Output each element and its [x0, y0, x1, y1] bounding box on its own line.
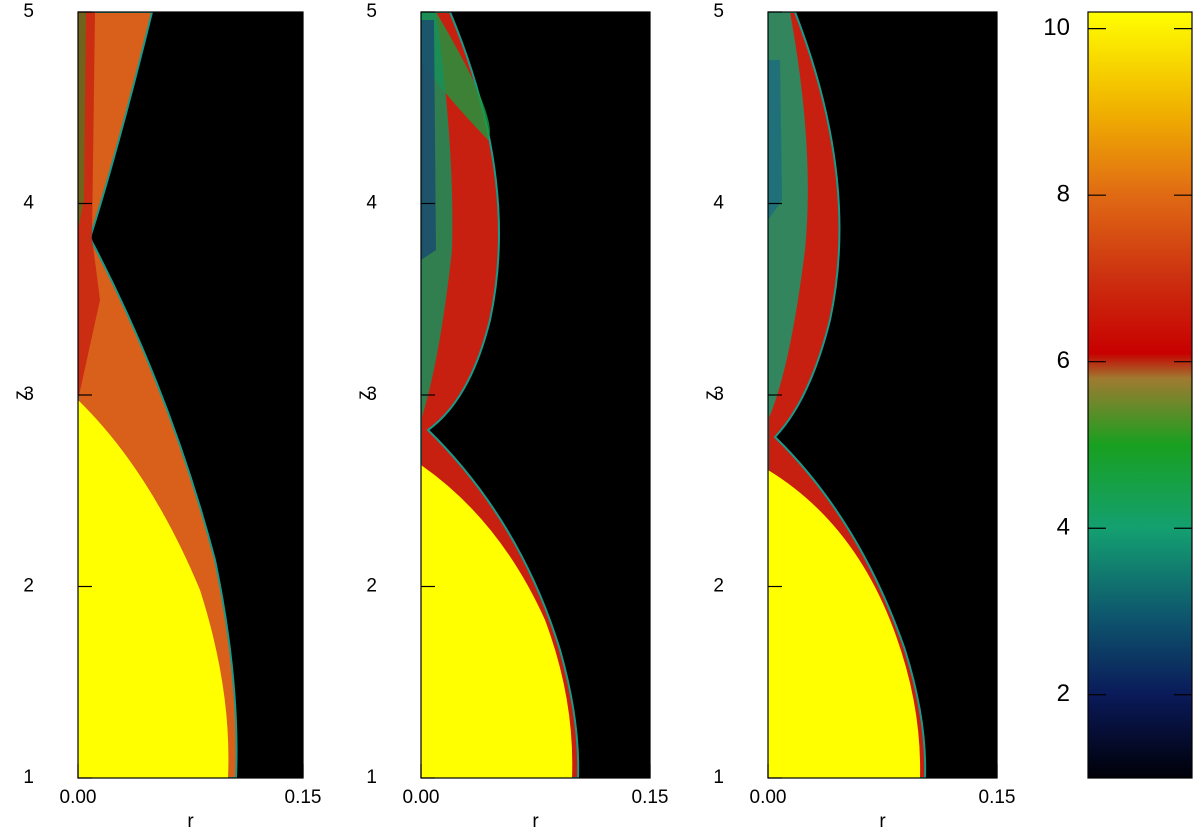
- x-tick-label: 0.15: [632, 787, 669, 808]
- colorbar-tick-label: 2: [1057, 680, 1070, 707]
- y-tick-label: 3: [713, 384, 724, 405]
- x-tick-label: 0.15: [979, 787, 1016, 808]
- colorbar: [1087, 11, 1193, 779]
- y-tick-label: 3: [366, 384, 377, 405]
- y-tick-label: 2: [713, 576, 724, 597]
- y-tick-label: 2: [23, 576, 34, 597]
- x-tick-label: 0.00: [750, 787, 787, 808]
- colorbar-tick-label: 8: [1057, 181, 1070, 208]
- field-image: [768, 12, 997, 778]
- x-axis-label: r: [187, 811, 194, 832]
- x-tick-label: 0.00: [403, 787, 440, 808]
- y-tick-label: 5: [713, 1, 724, 22]
- y-tick-label: 4: [713, 193, 724, 214]
- y-axis-label: z: [354, 390, 375, 400]
- x-axis-label: r: [532, 811, 539, 832]
- colorbar-tick-label: 4: [1057, 514, 1070, 541]
- y-tick-label: 1: [366, 767, 377, 788]
- y-tick-label: 4: [23, 193, 34, 214]
- field-image: [421, 12, 650, 778]
- y-tick-label: 3: [23, 384, 34, 405]
- colorbar-tick-label: 10: [1043, 14, 1070, 41]
- x-tick-label: 0.00: [60, 787, 97, 808]
- y-tick-label: 4: [366, 193, 377, 214]
- y-axis-label: z: [701, 390, 722, 400]
- field-image: [78, 12, 303, 778]
- x-tick-label: 0.15: [285, 787, 322, 808]
- colorbar-tick-label: 6: [1057, 347, 1070, 374]
- y-tick-label: 1: [23, 767, 34, 788]
- y-axis-label: z: [11, 390, 32, 400]
- x-axis-label: r: [879, 811, 886, 832]
- y-tick-label: 5: [23, 1, 34, 22]
- y-tick-label: 1: [713, 767, 724, 788]
- y-tick-label: 2: [366, 576, 377, 597]
- y-tick-label: 5: [366, 1, 377, 22]
